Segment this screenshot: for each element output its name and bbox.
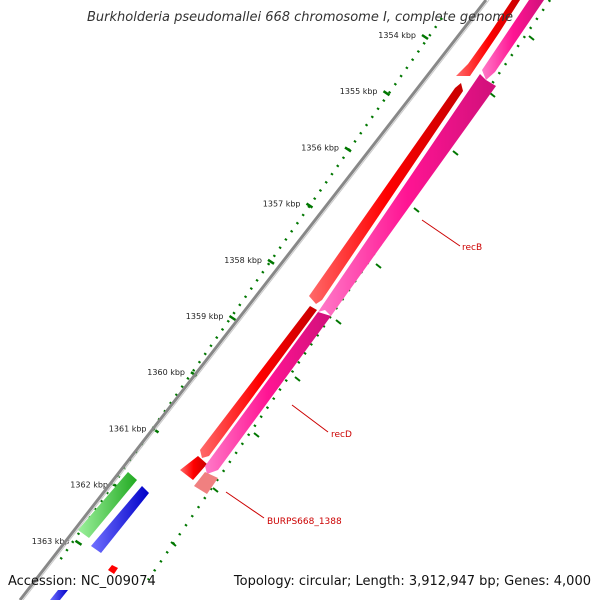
inner-dash [375,263,382,269]
reverse-cds-track [194,0,544,494]
inner-dash [335,319,342,325]
gene-label: recB [462,243,482,253]
tick-label: 1360 kbp [147,368,185,377]
leader-line [225,491,265,519]
tick-mark [421,33,429,41]
blue-feature [91,486,149,553]
inner-dash [413,207,420,213]
forward-cds-track [180,0,520,480]
red-cds-arrow [200,306,317,458]
pink-cds-burps668-1388 [194,472,218,494]
inner-dash [253,432,260,438]
red-cds-arrow [180,456,207,480]
map-title: Burkholderia pseudomallei 668 chromosome… [86,10,514,25]
inner-dash [294,376,301,382]
inner-dash [212,487,219,493]
tick-mark [228,314,237,322]
tick-marks: 1354 kbp 1355 kbp 1356 kbp 1357 kbp 1358 kbp… [32,31,429,546]
gene-label-recB: recB [421,219,482,253]
gene-label-burps668-1388: BURPS668_1388 [225,491,342,527]
genome-backbone [18,0,488,600]
genome-backbone-shadow [22,0,490,600]
inner-dash [452,150,459,156]
accession-label: Accession: NC_009074 [8,574,156,589]
inner-dash [489,92,496,98]
blue-feature-bottom [50,590,68,600]
genome-summary: Topology: circular; Length: 3,912,947 bp… [233,574,591,589]
leader-line [421,219,461,247]
tick-mark [74,539,83,546]
inner-tick-dashes [170,35,535,547]
tick-mark [382,90,391,97]
gene-label: recD [331,430,352,440]
tick-label: 1361 kbp [109,424,147,433]
gene-label: BURPS668_1388 [267,517,342,527]
red-feature-bottom [108,565,118,574]
green-feature [78,472,137,538]
tick-label: 1354 kbp [378,31,416,40]
pink-cds-arrow [482,0,544,80]
gene-label-recD: recD [291,404,352,440]
tick-mark [267,258,275,265]
inner-dash [170,541,177,547]
tick-mark [305,202,314,209]
tick-label: 1356 kbp [301,143,339,152]
pink-cds-arrow-recB [318,74,496,316]
tick-axis-dots [58,17,444,561]
tick-label: 1355 kbp [340,87,378,96]
tick-axis [58,17,444,561]
red-cds-arrow [309,83,463,304]
tick-label: 1357 kbp [263,200,301,209]
tick-mark [344,146,352,153]
tick-label: 1362 kbp [70,481,108,490]
inner-dash [528,35,535,41]
tick-label: 1359 kbp [186,312,224,321]
leader-line [291,404,329,433]
tick-label: 1358 kbp [224,256,262,265]
red-cds-arrow [456,0,520,76]
tick-label: 1363 kbp [32,537,70,546]
pink-cds-arrow-recD [205,312,331,474]
